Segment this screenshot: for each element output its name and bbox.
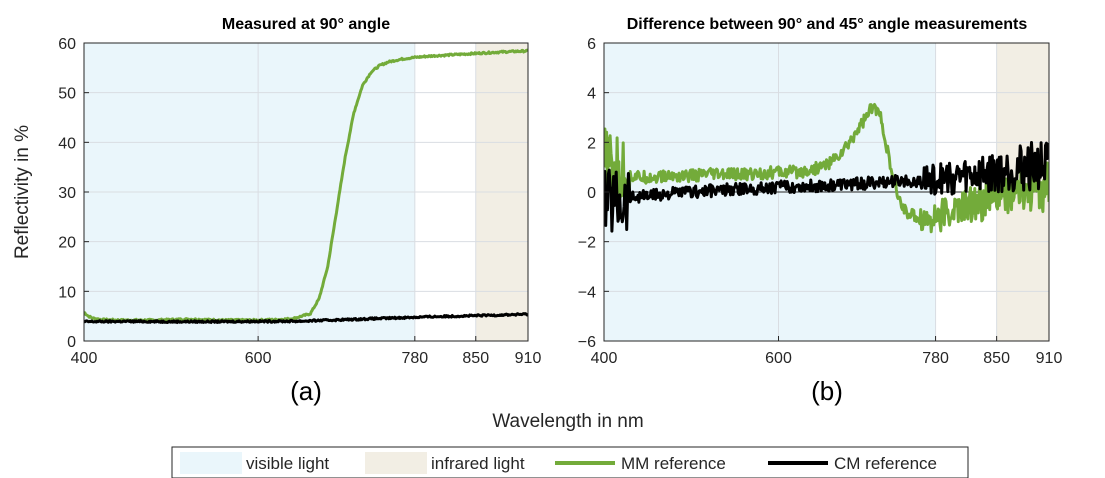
x-tick-label: 850 bbox=[462, 350, 489, 367]
panel-label: (b) bbox=[811, 376, 843, 406]
x-tick-label: 600 bbox=[245, 350, 272, 367]
x-tick-label: 780 bbox=[922, 350, 949, 367]
legend-swatch-infrared-light bbox=[365, 452, 427, 474]
y-tick-label: −6 bbox=[578, 334, 596, 351]
x-tick-label: 600 bbox=[765, 350, 792, 367]
y-tick-label: 0 bbox=[587, 185, 596, 202]
series-line-CM-reference bbox=[84, 312, 528, 324]
x-tick-label: 910 bbox=[1036, 350, 1063, 367]
y-tick-label: 50 bbox=[58, 86, 76, 103]
y-tick-label: 40 bbox=[58, 135, 76, 152]
x-tick-label: 910 bbox=[515, 350, 542, 367]
y-axis-label: Reflectivity in % bbox=[12, 125, 33, 259]
x-tick-label: 400 bbox=[591, 350, 618, 367]
series-line-MM-reference bbox=[604, 103, 1049, 234]
series-line-CM-reference bbox=[604, 141, 1049, 233]
y-tick-label: 60 bbox=[58, 36, 76, 53]
y-tick-label: 4 bbox=[587, 86, 596, 103]
y-tick-label: 30 bbox=[58, 185, 76, 202]
x-axis-label: Wavelength in nm bbox=[492, 411, 643, 432]
panel-label: (a) bbox=[290, 376, 322, 406]
chart-title: Measured at 90° angle bbox=[222, 16, 390, 33]
legend-label: CM reference bbox=[834, 454, 937, 473]
legend-swatch-visible-light bbox=[180, 452, 242, 474]
y-tick-label: −4 bbox=[578, 284, 596, 301]
y-tick-label: −2 bbox=[578, 235, 596, 252]
x-tick-label: 780 bbox=[401, 350, 428, 367]
y-tick-label: 2 bbox=[587, 135, 596, 152]
panel-b: 400 600 780 850 910 −6 −4 −2 0 2 4 6 Difference betw… bbox=[578, 16, 1063, 406]
legend-label: infrared light bbox=[431, 454, 525, 473]
y-tick-label: 10 bbox=[58, 284, 76, 301]
y-tick-label: 6 bbox=[587, 36, 596, 53]
legend: visible light infrared light MM reference C… bbox=[171, 446, 969, 478]
y-tick-label: 0 bbox=[67, 334, 76, 351]
chart-title: Difference between 90° and 45° angle mea… bbox=[627, 16, 1028, 33]
legend-label: MM reference bbox=[621, 454, 726, 473]
x-tick-label: 400 bbox=[71, 350, 98, 367]
y-tick-label: 20 bbox=[58, 235, 76, 252]
legend-label: visible light bbox=[246, 454, 329, 473]
x-tick-label: 850 bbox=[983, 350, 1010, 367]
panel-a: 400 600 780 850 910 0 10 20 30 40 50 60 Measured at … bbox=[58, 16, 541, 406]
